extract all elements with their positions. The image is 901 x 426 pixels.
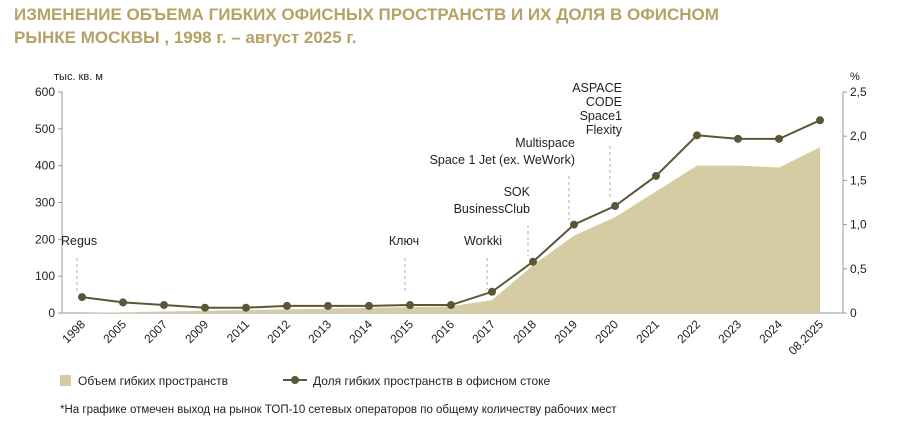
legend-swatch — [60, 375, 71, 386]
legend-swatch — [291, 376, 299, 384]
y2-tick-label: 0,5 — [850, 262, 867, 276]
annotation-label: Regus — [61, 234, 97, 248]
x-tick-label: 2020 — [592, 317, 621, 346]
legend-label: Объем гибких пространств — [78, 374, 228, 388]
x-tick-label: 2022 — [674, 317, 703, 346]
x-tick-label: 2021 — [633, 317, 662, 346]
y2-tick-label: 0 — [850, 306, 857, 320]
annotation-label: BusinessClub — [454, 202, 530, 216]
annotation-label: Workki — [464, 234, 502, 248]
y-tick-label: 600 — [35, 85, 55, 99]
marker — [283, 301, 291, 310]
marker — [570, 220, 578, 229]
y2-axis-label: % — [850, 71, 860, 83]
marker — [529, 257, 537, 266]
chart-title: ИЗМЕНЕНИЕ ОБЪЕМА ГИБКИХ ОФИСНЫХ ПРОСТРАН… — [14, 5, 719, 24]
x-tick-label: 2014 — [346, 317, 375, 346]
x-tick-label: 2007 — [141, 317, 170, 346]
y-axis-label: тыс. кв. м — [54, 71, 103, 83]
marker — [365, 301, 373, 310]
annotation-label: CODE — [586, 95, 622, 109]
x-tick-label: 2019 — [551, 317, 580, 346]
marker — [611, 202, 619, 211]
y2-tick-label: 2,0 — [850, 129, 867, 143]
annotation-label: SOK — [504, 185, 531, 199]
marker — [242, 303, 250, 312]
annotation-label: Flexity — [586, 123, 623, 137]
marker — [488, 287, 496, 296]
annotation-label: Space1 — [580, 109, 622, 123]
area — [82, 147, 820, 313]
marker — [78, 293, 86, 302]
y2-tick-label: 1,5 — [850, 173, 867, 187]
x-tick-label: 08.2025 — [786, 317, 827, 358]
x-tick-label: 2015 — [387, 317, 416, 346]
marker — [816, 116, 824, 125]
annotation-label: ASPACE — [572, 81, 622, 95]
marker — [160, 301, 168, 310]
marker — [652, 171, 660, 180]
marker — [447, 301, 455, 310]
x-tick-label: 2024 — [756, 317, 785, 346]
marker — [734, 134, 742, 143]
annotation-label: Ключ — [389, 234, 419, 248]
y2-tick-label: 2,5 — [850, 85, 867, 99]
chart-title: РЫНКЕ МОСКВЫ , 1998 г. – август 2025 г. — [14, 28, 357, 47]
y-tick-label: 200 — [35, 232, 55, 246]
marker — [693, 131, 701, 140]
x-tick-label: 2018 — [510, 317, 539, 346]
y-tick-label: 100 — [35, 269, 55, 283]
x-tick-label: 1998 — [59, 317, 88, 346]
marker — [775, 134, 783, 143]
x-tick-label: 2012 — [264, 317, 293, 346]
x-tick-label: 2011 — [224, 317, 252, 345]
x-tick-label: 2005 — [100, 317, 129, 346]
annotation-label: Multispace — [515, 136, 575, 150]
marker — [201, 303, 209, 312]
x-tick-label: 2017 — [469, 317, 498, 346]
legend-label: Доля гибких пространств в офисном стоке — [313, 374, 551, 388]
y-tick-label: 300 — [35, 196, 55, 210]
x-tick-label: 2013 — [305, 317, 334, 346]
annotation-label: Space 1 Jet (ex. WeWork) — [430, 153, 575, 167]
x-tick-label: 2023 — [715, 317, 744, 346]
y-tick-label: 500 — [35, 122, 55, 136]
marker — [324, 301, 332, 310]
y-tick-label: 400 — [35, 159, 55, 173]
x-tick-label: 2009 — [182, 317, 211, 346]
y2-tick-label: 1,0 — [850, 218, 867, 232]
y-tick-label: 0 — [48, 306, 55, 320]
marker — [119, 298, 127, 307]
x-tick-label: 2016 — [428, 317, 457, 346]
marker — [406, 301, 414, 310]
footnote: *На графике отмечен выход на рынок ТОП-1… — [60, 404, 617, 416]
